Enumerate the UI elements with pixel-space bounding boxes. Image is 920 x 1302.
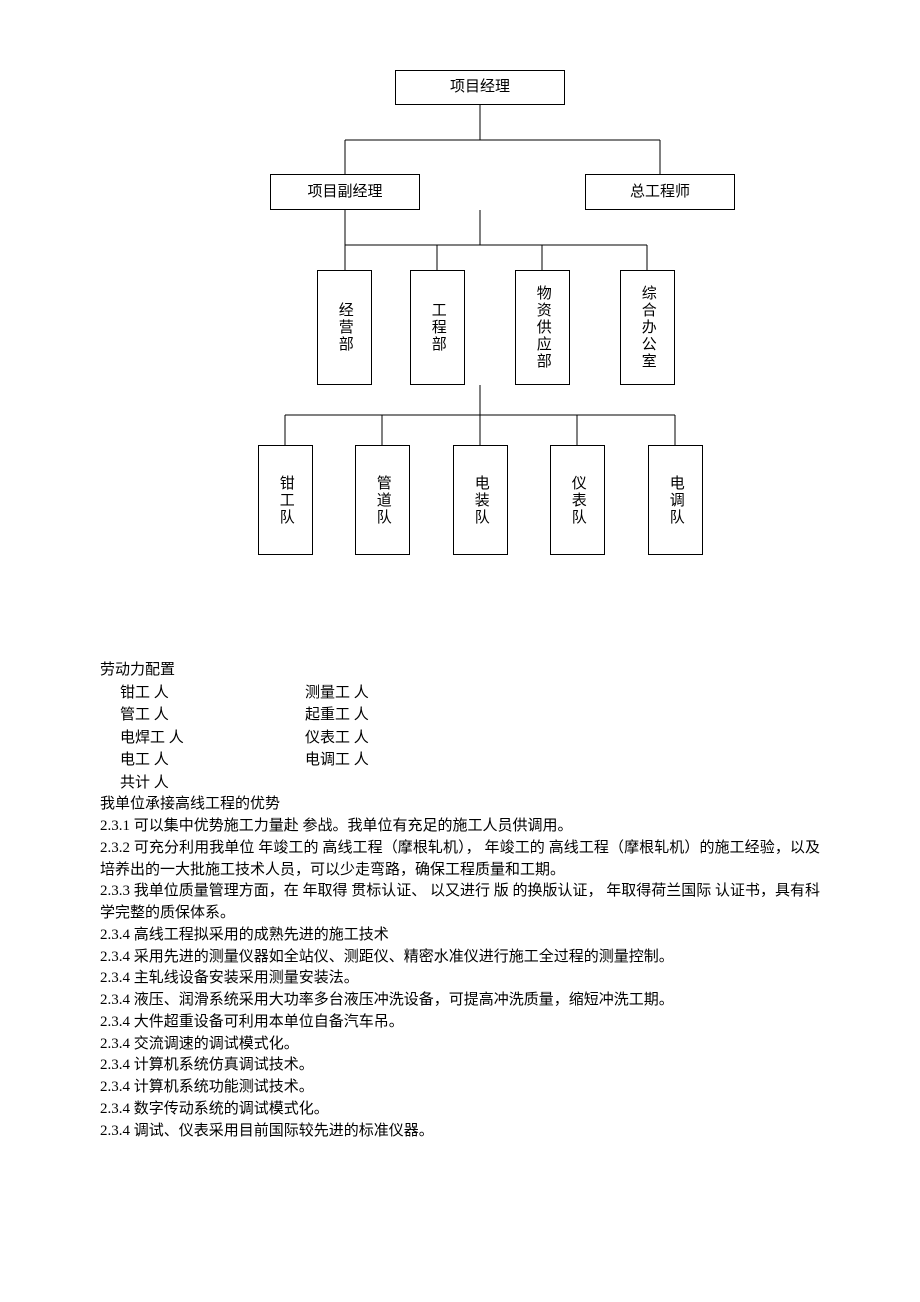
org-chart: 项目经理 项目副经理 总工程师 经营部 工程部 物资供应部 综合办公室 钳工队 …: [120, 70, 840, 570]
advantage-item: 2.3.4 主轧线设备安装采用测量安装法。: [100, 968, 820, 990]
node-team-fitter: 钳工队: [258, 445, 313, 555]
advantages-title: 我单位承接高线工程的优势: [100, 794, 820, 816]
labor-rows: 钳工 人测量工 人管工 人起重工 人电焊工 人仪表工 人电工 人电调工 人共计 …: [100, 682, 820, 795]
node-label: 总工程师: [630, 181, 690, 204]
labor-row: 电焊工 人仪表工 人: [120, 727, 820, 750]
node-label: 物资供应部: [531, 285, 554, 370]
labor-row: 钳工 人测量工 人: [120, 682, 820, 705]
node-label: 经营部: [333, 302, 356, 353]
node-label: 项目经理: [450, 76, 510, 99]
text-content: 劳动力配置 钳工 人测量工 人管工 人起重工 人电焊工 人仪表工 人电工 人电调…: [100, 660, 820, 1142]
advantage-item: 2.3.2 可充分利用我单位 年竣工的 高线工程（摩根轧机）， 年竣工的 高线工…: [100, 838, 820, 882]
labor-row: 管工 人起重工 人: [120, 704, 820, 727]
labor-left-cell: 共计 人: [120, 772, 305, 795]
advantages-items: 2.3.1 可以集中优势施工力量赴 参战。我单位有充足的施工人员供调用。2.3.…: [100, 816, 820, 1142]
labor-right-cell: 仪表工 人: [305, 727, 369, 750]
advantage-item: 2.3.4 数字传动系统的调试模式化。: [100, 1099, 820, 1121]
node-chief-engineer: 总工程师: [585, 174, 735, 210]
labor-right-cell: 测量工 人: [305, 682, 369, 705]
labor-row: 电工 人电调工 人: [120, 749, 820, 772]
node-dept-operations: 经营部: [317, 270, 372, 385]
node-label: 电装队: [469, 475, 492, 526]
advantage-item: 2.3.4 高线工程拟采用的成熟先进的施工技术: [100, 925, 820, 947]
advantage-item: 2.3.3 我单位质量管理方面，在 年取得 贯标认证、 以又进行 版 的换版认证…: [100, 881, 820, 925]
node-dept-engineering: 工程部: [410, 270, 465, 385]
labor-right-cell: 起重工 人: [305, 704, 369, 727]
node-team-instrument: 仪表队: [550, 445, 605, 555]
advantage-item: 2.3.4 计算机系统仿真调试技术。: [100, 1055, 820, 1077]
node-label: 综合办公室: [636, 285, 659, 370]
node-dept-office: 综合办公室: [620, 270, 675, 385]
node-label: 管道队: [371, 475, 394, 526]
labor-left-cell: 钳工 人: [120, 682, 305, 705]
advantage-item: 2.3.4 液压、润滑系统采用大功率多台液压冲洗设备，可提高冲洗质量，缩短冲洗工…: [100, 990, 820, 1012]
node-label: 钳工队: [274, 475, 297, 526]
advantage-item: 2.3.1 可以集中优势施工力量赴 参战。我单位有充足的施工人员供调用。: [100, 816, 820, 838]
advantage-item: 2.3.4 采用先进的测量仪器如全站仪、测距仪、精密水准仪进行施工全过程的测量控…: [100, 947, 820, 969]
labor-left-cell: 管工 人: [120, 704, 305, 727]
labor-row: 共计 人: [120, 772, 820, 795]
node-label: 仪表队: [566, 475, 589, 526]
node-dept-supply: 物资供应部: [515, 270, 570, 385]
node-team-electrical: 电装队: [453, 445, 508, 555]
node-label: 工程部: [426, 302, 449, 353]
node-team-pipe: 管道队: [355, 445, 410, 555]
advantage-item: 2.3.4 大件超重设备可利用本单位自备汽车吊。: [100, 1012, 820, 1034]
labor-left-cell: 电焊工 人: [120, 727, 305, 750]
node-label: 项目副经理: [307, 181, 382, 204]
node-team-tuning: 电调队: [648, 445, 703, 555]
advantage-item: 2.3.4 交流调速的调试模式化。: [100, 1034, 820, 1056]
labor-right-cell: 电调工 人: [305, 749, 369, 772]
advantage-item: 2.3.4 计算机系统功能测试技术。: [100, 1077, 820, 1099]
advantage-item: 2.3.4 调试、仪表采用目前国际较先进的标准仪器。: [100, 1121, 820, 1143]
labor-left-cell: 电工 人: [120, 749, 305, 772]
labor-title: 劳动力配置: [100, 660, 820, 682]
node-project-manager: 项目经理: [395, 70, 565, 105]
node-label: 电调队: [664, 475, 687, 526]
node-deputy-manager: 项目副经理: [270, 174, 420, 210]
